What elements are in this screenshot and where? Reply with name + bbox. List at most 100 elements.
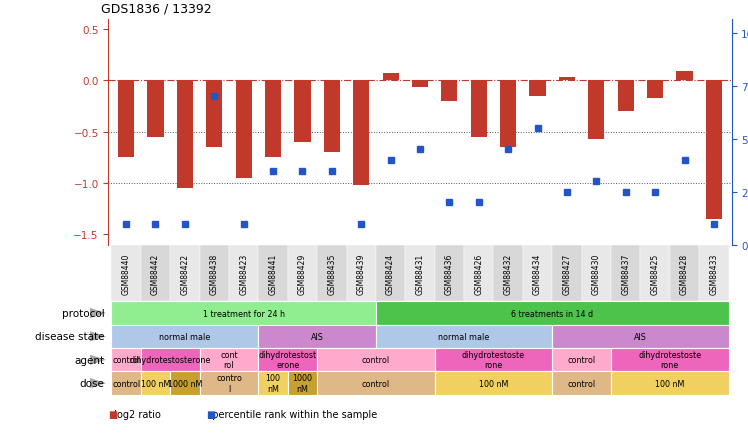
Bar — [552, 348, 611, 372]
Text: GSM88438: GSM88438 — [209, 253, 218, 294]
Text: log2 ratio: log2 ratio — [108, 409, 162, 419]
Bar — [171, 245, 200, 302]
Text: GSM88435: GSM88435 — [328, 253, 337, 294]
Text: control: control — [112, 355, 140, 365]
Bar — [111, 372, 141, 395]
Text: GSM88440: GSM88440 — [122, 253, 131, 294]
Text: GSM88437: GSM88437 — [622, 253, 631, 294]
Bar — [376, 302, 729, 325]
Text: GSM88430: GSM88430 — [592, 253, 601, 294]
Bar — [376, 325, 552, 348]
Bar — [669, 245, 699, 302]
Bar — [200, 372, 258, 395]
Text: dihydrotestosterone: dihydrotestosterone — [129, 355, 211, 365]
Text: dose: dose — [80, 378, 105, 388]
Bar — [346, 245, 376, 302]
Bar — [353, 81, 370, 186]
Bar — [441, 81, 458, 102]
Text: GSM88431: GSM88431 — [415, 253, 425, 294]
Text: contro
l: contro l — [216, 374, 242, 393]
Text: control: control — [568, 355, 595, 365]
Bar — [611, 245, 640, 302]
Bar — [552, 325, 729, 348]
Text: normal male: normal male — [159, 332, 210, 341]
Polygon shape — [90, 332, 106, 342]
Bar — [435, 245, 464, 302]
Text: GSM88422: GSM88422 — [180, 253, 189, 294]
Text: agent: agent — [75, 355, 105, 365]
Text: GSM88428: GSM88428 — [680, 253, 689, 294]
Bar — [552, 372, 611, 395]
Text: dihydrotestoste
rone: dihydrotestoste rone — [638, 350, 702, 370]
Text: GSM88436: GSM88436 — [445, 253, 454, 294]
Bar — [141, 348, 200, 372]
Text: ■: ■ — [206, 409, 215, 419]
Bar — [111, 325, 258, 348]
Text: disease state: disease state — [35, 332, 105, 342]
Bar — [500, 81, 516, 148]
Text: control: control — [568, 379, 595, 388]
Text: control: control — [362, 355, 390, 365]
Bar — [147, 81, 164, 138]
Text: GSM88432: GSM88432 — [503, 253, 512, 294]
Text: 100
nM: 100 nM — [266, 374, 280, 393]
Bar — [200, 348, 258, 372]
Bar — [111, 302, 376, 325]
Bar — [295, 81, 310, 143]
Bar — [258, 245, 288, 302]
Text: 100 nM: 100 nM — [655, 379, 684, 388]
Bar — [412, 81, 428, 88]
Bar — [317, 245, 346, 302]
Bar — [435, 372, 552, 395]
Text: GSM88439: GSM88439 — [357, 253, 366, 294]
Text: 100 nM: 100 nM — [479, 379, 508, 388]
Text: GSM88433: GSM88433 — [709, 253, 718, 294]
Text: GSM88442: GSM88442 — [151, 253, 160, 294]
Bar — [111, 245, 141, 302]
Bar — [582, 245, 611, 302]
Text: control: control — [362, 379, 390, 388]
Bar — [229, 245, 258, 302]
Bar — [288, 372, 317, 395]
Bar — [523, 245, 552, 302]
Bar — [236, 81, 252, 178]
Bar — [588, 81, 604, 140]
Text: GSM88427: GSM88427 — [562, 253, 571, 294]
Bar — [177, 81, 193, 189]
Text: GSM88426: GSM88426 — [474, 253, 483, 294]
Bar — [317, 348, 435, 372]
Text: AIS: AIS — [634, 332, 647, 341]
Text: dihydrotestost
erone: dihydrotestost erone — [259, 350, 317, 370]
Text: normal male: normal male — [438, 332, 490, 341]
Text: GSM88434: GSM88434 — [533, 253, 542, 294]
Bar — [118, 81, 134, 158]
Bar — [324, 81, 340, 153]
Text: ■: ■ — [108, 409, 117, 419]
Bar — [141, 372, 171, 395]
Polygon shape — [90, 308, 106, 319]
Bar — [171, 372, 200, 395]
Bar — [141, 245, 171, 302]
Text: percentile rank within the sample: percentile rank within the sample — [206, 409, 377, 419]
Text: 1000
nM: 1000 nM — [292, 374, 313, 393]
Polygon shape — [90, 378, 106, 388]
Text: 6 treatments in 14 d: 6 treatments in 14 d — [511, 309, 593, 318]
Bar — [706, 81, 722, 220]
Text: protocol: protocol — [62, 308, 105, 318]
Text: AIS: AIS — [310, 332, 324, 341]
Text: GSM88424: GSM88424 — [386, 253, 395, 294]
Text: 1 treatment for 24 h: 1 treatment for 24 h — [203, 309, 285, 318]
Bar — [258, 325, 376, 348]
Text: 100 nM: 100 nM — [141, 379, 171, 388]
Bar — [317, 372, 435, 395]
Bar — [699, 245, 729, 302]
Bar — [611, 348, 729, 372]
Bar — [611, 372, 729, 395]
Bar — [676, 72, 693, 81]
Bar — [647, 81, 663, 99]
Bar — [435, 348, 552, 372]
Text: dihydrotestoste
rone: dihydrotestoste rone — [462, 350, 525, 370]
Text: GSM88423: GSM88423 — [239, 253, 248, 294]
Text: cont
rol: cont rol — [220, 350, 238, 370]
Bar — [530, 81, 545, 96]
